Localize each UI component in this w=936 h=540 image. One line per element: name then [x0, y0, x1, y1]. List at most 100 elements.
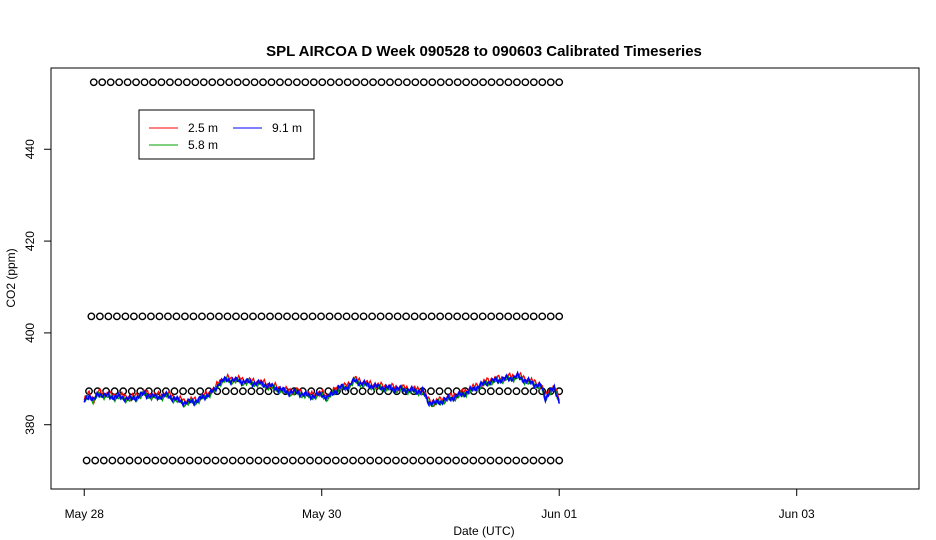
- reference-point: [331, 456, 340, 465]
- reference-point: [520, 456, 529, 465]
- reference-point: [196, 387, 205, 396]
- reference-point: [91, 456, 100, 465]
- reference-point: [487, 312, 496, 321]
- reference-point: [263, 456, 271, 465]
- reference-point: [546, 78, 555, 87]
- reference-point: [368, 312, 376, 321]
- reference-point: [350, 387, 358, 396]
- reference-point: [512, 456, 521, 465]
- reference-point: [521, 78, 530, 87]
- reference-point: [132, 78, 140, 87]
- reference-point: [87, 312, 96, 321]
- reference-point: [376, 312, 385, 321]
- reference-point: [538, 78, 547, 87]
- reference-point: [266, 312, 274, 321]
- reference-point: [254, 456, 263, 465]
- reference-point: [504, 78, 513, 87]
- reference-point: [555, 312, 564, 321]
- reference-point: [208, 78, 217, 87]
- reference-point: [453, 78, 462, 87]
- reference-point: [198, 312, 206, 321]
- reference-point: [232, 312, 240, 321]
- reference-point: [284, 78, 293, 87]
- reference-point: [85, 387, 93, 396]
- reference-point: [410, 312, 419, 321]
- reference-point: [411, 78, 420, 87]
- reference-point: [166, 78, 174, 87]
- reference-point: [220, 456, 229, 465]
- reference-point: [104, 312, 113, 321]
- reference-point: [435, 387, 444, 396]
- reference-point: [529, 78, 538, 87]
- reference-point: [495, 456, 503, 465]
- reference-point: [240, 312, 249, 321]
- reference-point: [334, 312, 342, 321]
- reference-point: [110, 387, 119, 396]
- legend-label-2-5m: 2.5 m: [188, 121, 218, 135]
- reference-point: [419, 312, 428, 321]
- reference-point: [366, 456, 375, 465]
- reference-point: [427, 387, 435, 396]
- reference-point: [233, 78, 242, 87]
- x-tick-label: Jun 01: [541, 507, 577, 521]
- reference-point: [462, 78, 471, 87]
- reference-point: [187, 387, 196, 396]
- reference-point: [206, 312, 215, 321]
- reference-point: [342, 312, 351, 321]
- reference-point: [478, 387, 487, 396]
- reference-point: [245, 456, 254, 465]
- reference-point: [191, 78, 200, 87]
- reference-point: [170, 387, 179, 396]
- reference-point: [419, 78, 428, 87]
- reference-point: [495, 312, 504, 321]
- reference-point: [435, 456, 443, 465]
- reference-point: [174, 78, 183, 87]
- reference-point: [470, 78, 479, 87]
- legend-box: [138, 109, 315, 160]
- reference-point: [349, 456, 357, 465]
- reference-point: [504, 312, 513, 321]
- reference-point: [95, 312, 104, 321]
- reference-point: [555, 78, 564, 87]
- reference-point: [129, 312, 138, 321]
- reference-point: [351, 312, 359, 321]
- reference-point: [194, 456, 203, 465]
- reference-point: [521, 387, 529, 396]
- reference-point: [428, 78, 437, 87]
- reference-point: [325, 312, 334, 321]
- reference-point: [444, 312, 453, 321]
- reference-point: [121, 312, 130, 321]
- reference-point: [283, 312, 291, 321]
- reference-point: [157, 78, 166, 87]
- reference-point: [189, 312, 198, 321]
- reference-point: [125, 456, 134, 465]
- reference-point: [257, 312, 266, 321]
- reference-point: [529, 312, 538, 321]
- reference-point: [352, 78, 360, 87]
- legend-label-5-8m: 5.8 m: [188, 138, 218, 152]
- y-tick-label: 440: [23, 139, 37, 159]
- reference-point: [538, 456, 546, 465]
- reference-point: [393, 312, 402, 321]
- reference-point: [358, 387, 367, 396]
- reference-point: [443, 456, 452, 465]
- reference-point: [318, 78, 327, 87]
- reference-point: [274, 312, 283, 321]
- reference-point: [172, 312, 181, 321]
- reference-point: [223, 312, 232, 321]
- x-axis: May 28 May 30 Jun 01 Jun 03: [65, 489, 815, 521]
- x-tick-label: May 30: [302, 507, 342, 521]
- reference-point: [216, 78, 225, 87]
- reference-point: [486, 387, 495, 396]
- reference-point: [479, 78, 487, 87]
- reference-point: [247, 387, 256, 396]
- reference-point: [383, 456, 392, 465]
- reference-point: [478, 312, 487, 321]
- reference-point: [436, 312, 445, 321]
- reference-point: [308, 312, 317, 321]
- reference-point: [335, 78, 344, 87]
- reference-point: [513, 78, 521, 87]
- reference-point: [291, 312, 300, 321]
- reference-point: [386, 78, 394, 87]
- reference-point: [503, 456, 512, 465]
